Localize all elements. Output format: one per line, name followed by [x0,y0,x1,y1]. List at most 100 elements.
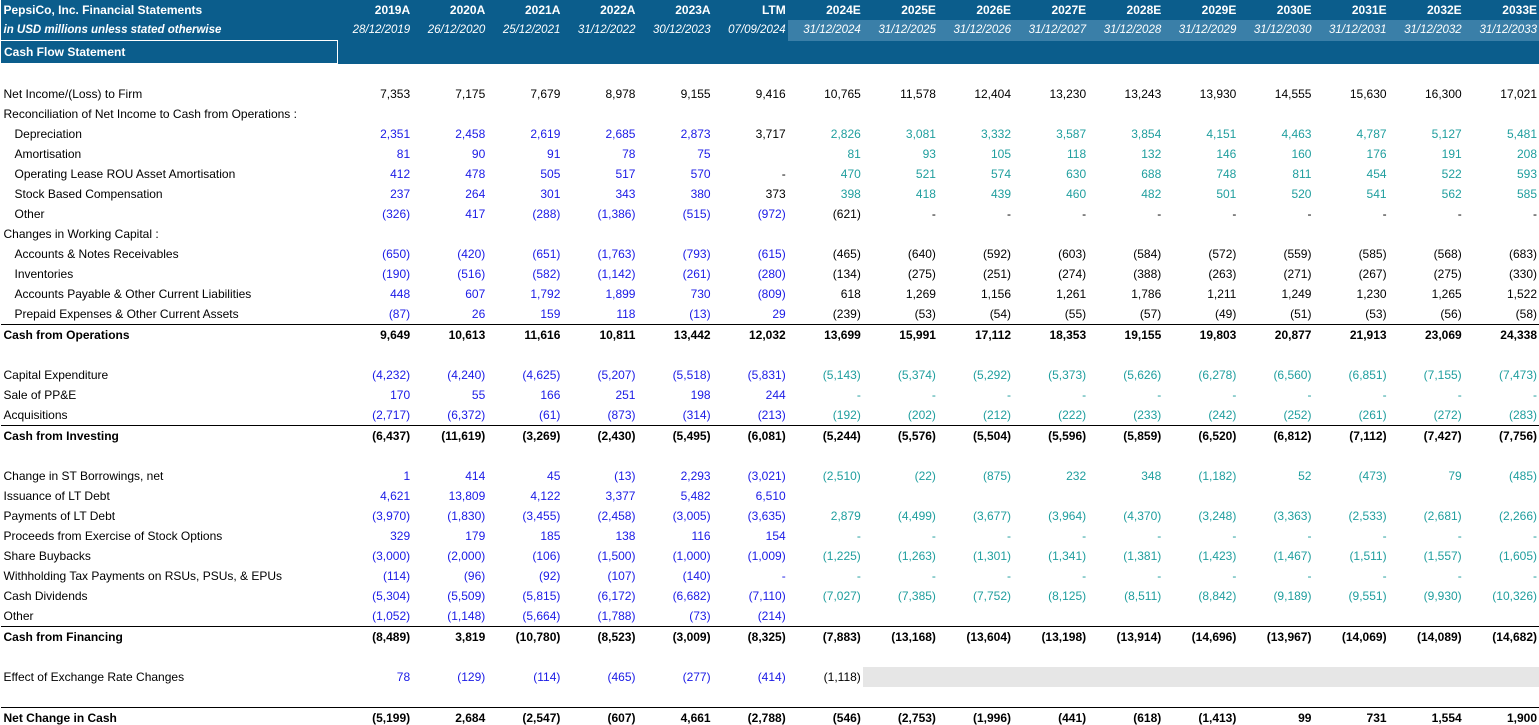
value-cell[interactable]: 2,684 [412,707,488,725]
value-cell[interactable]: - [1157,569,1162,583]
value-cell[interactable]: 19,803 [1163,324,1239,345]
value-cell[interactable]: (6,812) [1238,425,1314,446]
value-cell[interactable]: 301 [540,187,561,201]
value-cell[interactable]: (87) [388,307,411,321]
value-cell[interactable]: (618) [1088,707,1164,725]
value-cell[interactable]: (2,681) [1423,509,1462,523]
value-cell[interactable]: (5,504) [937,425,1014,446]
value-cell[interactable]: (212) [983,408,1012,422]
value-cell[interactable]: 574 [991,167,1012,181]
value-cell[interactable]: (13,604) [937,626,1014,647]
value-cell[interactable] [713,144,788,164]
value-cell[interactable]: (92) [539,569,561,583]
value-cell[interactable]: (7,110) [748,589,786,603]
value-cell[interactable]: 7,175 [455,87,486,101]
value-cell[interactable]: 79 [1448,469,1462,483]
value-cell[interactable]: (7,155) [1423,368,1462,382]
value-cell[interactable]: (190) [382,267,411,281]
value-cell[interactable]: 45 [547,469,561,483]
value-cell[interactable]: (572) [1208,247,1237,261]
value-cell[interactable]: 244 [765,388,786,402]
value-cell[interactable]: (202) [907,408,936,422]
value-cell[interactable]: (5,664) [522,609,561,623]
value-cell[interactable]: (1,301) [973,549,1012,563]
value-cell[interactable]: (252) [1283,408,1312,422]
value-cell[interactable]: 3,854 [1131,127,1162,141]
value-cell[interactable]: 482 [1141,187,1162,201]
value-cell[interactable]: (2,717) [372,408,411,422]
value-cell[interactable]: 343 [615,187,636,201]
value-cell[interactable]: 55 [471,388,486,402]
value-cell[interactable]: (584) [1133,247,1162,261]
value-cell[interactable]: (7,427) [1388,425,1464,446]
value-cell[interactable]: 731 [1313,707,1389,725]
value-cell[interactable] [938,486,1013,506]
value-cell[interactable]: (267) [1358,267,1387,281]
value-cell[interactable]: (1,423) [1198,549,1237,563]
value-cell[interactable]: (134) [832,267,861,281]
value-cell[interactable]: - [1307,529,1312,543]
value-cell[interactable]: (6,081) [712,425,788,446]
value-cell[interactable]: (6,372) [447,408,486,422]
value-cell[interactable]: 1,261 [1056,287,1087,301]
value-cell[interactable]: (7,112) [1313,425,1389,446]
value-cell[interactable]: - [1457,529,1462,543]
value-cell[interactable]: 9,416 [755,87,786,101]
value-cell[interactable]: 7,353 [380,87,411,101]
value-cell[interactable] [863,606,938,627]
value-cell[interactable]: - [1457,388,1462,402]
value-cell[interactable]: (13,168) [862,626,938,647]
value-cell[interactable] [1238,486,1313,506]
value-cell[interactable]: (3,021) [747,469,786,483]
value-cell[interactable]: - [1533,388,1537,402]
value-cell[interactable]: (546) [787,707,863,725]
value-cell[interactable]: (213) [757,408,786,422]
value-cell[interactable]: - [1007,569,1012,583]
value-cell[interactable]: 521 [915,167,936,181]
value-cell[interactable]: (5,292) [973,368,1012,382]
value-cell[interactable] [788,486,863,506]
value-cell[interactable]: 5,127 [1431,127,1462,141]
value-cell[interactable]: (607) [562,707,638,725]
value-cell[interactable]: (1,182) [1198,469,1237,483]
value-cell[interactable]: (4,499) [897,509,936,523]
value-cell[interactable]: 10,613 [412,324,488,345]
value-cell[interactable]: (592) [983,247,1012,261]
value-cell[interactable]: (14,696) [1163,626,1239,647]
value-cell[interactable]: (1,263) [897,549,936,563]
value-cell[interactable]: 398 [840,187,861,201]
value-cell[interactable]: 11,578 [900,87,936,101]
value-cell[interactable]: 13,243 [1124,87,1162,101]
value-cell[interactable]: 4,661 [637,707,713,725]
value-cell[interactable]: 138 [615,529,636,543]
value-cell[interactable]: 21,913 [1313,324,1389,345]
value-cell[interactable]: 5,482 [680,489,711,503]
value-cell[interactable]: (5,207) [597,368,636,382]
value-cell[interactable]: (272) [1433,408,1462,422]
value-cell[interactable]: (5,304) [372,589,411,603]
value-cell[interactable]: (3,455) [522,509,561,523]
value-cell[interactable]: 4,463 [1281,127,1312,141]
value-cell[interactable]: (10,326) [1492,589,1537,603]
value-cell[interactable]: (2,458) [597,509,636,523]
value-cell[interactable]: (275) [1433,267,1462,281]
value-cell[interactable]: (1,467) [1273,549,1312,563]
value-cell[interactable]: (873) [607,408,636,422]
value-cell[interactable]: (2,753) [862,707,938,725]
value-cell[interactable]: 3,377 [605,489,636,503]
value-cell[interactable]: (56) [1440,307,1462,321]
value-cell[interactable]: - [856,388,861,402]
value-cell[interactable]: 264 [465,187,486,201]
value-cell[interactable]: (1,413) [1163,707,1239,725]
value-cell[interactable]: (73) [689,609,711,623]
value-cell[interactable]: (54) [989,307,1012,321]
value-cell[interactable]: (1,381) [1123,549,1162,563]
value-cell[interactable]: (1,341) [1048,549,1087,563]
value-cell[interactable]: (1,500) [597,549,636,563]
value-cell[interactable]: 10,811 [562,324,638,345]
value-cell[interactable]: (192) [832,408,861,422]
value-cell[interactable]: 517 [615,167,636,181]
value-cell[interactable]: 237 [390,187,411,201]
value-cell[interactable]: (7,752) [973,589,1012,603]
value-cell[interactable]: (5,596) [1013,425,1089,446]
